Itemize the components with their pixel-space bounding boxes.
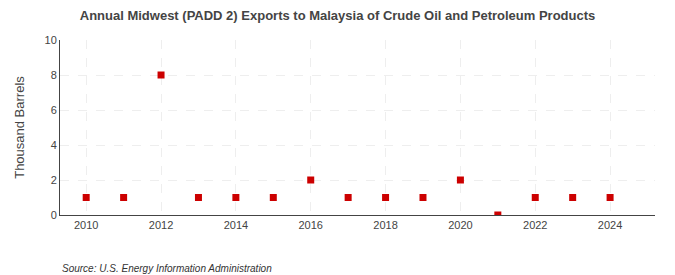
svg-text:2: 2 <box>51 174 57 186</box>
svg-text:2018: 2018 <box>373 219 397 231</box>
svg-text:2024: 2024 <box>598 219 622 231</box>
svg-text:0: 0 <box>51 209 57 221</box>
svg-text:10: 10 <box>45 34 57 46</box>
svg-text:2020: 2020 <box>448 219 472 231</box>
svg-text:6: 6 <box>51 104 57 116</box>
svg-text:Annual Midwest (PADD 2) Export: Annual Midwest (PADD 2) Exports to Malay… <box>80 8 596 23</box>
svg-text:2012: 2012 <box>149 219 173 231</box>
svg-text:2014: 2014 <box>224 219 248 231</box>
svg-text:Thousand Barrels: Thousand Barrels <box>12 76 27 179</box>
svg-text:2016: 2016 <box>298 219 322 231</box>
svg-text:2010: 2010 <box>74 219 98 231</box>
svg-text:2022: 2022 <box>523 219 547 231</box>
svg-text:Source: U.S. Energy Informatio: Source: U.S. Energy Information Administ… <box>62 263 272 274</box>
svg-text:4: 4 <box>51 139 57 151</box>
svg-text:8: 8 <box>51 69 57 81</box>
